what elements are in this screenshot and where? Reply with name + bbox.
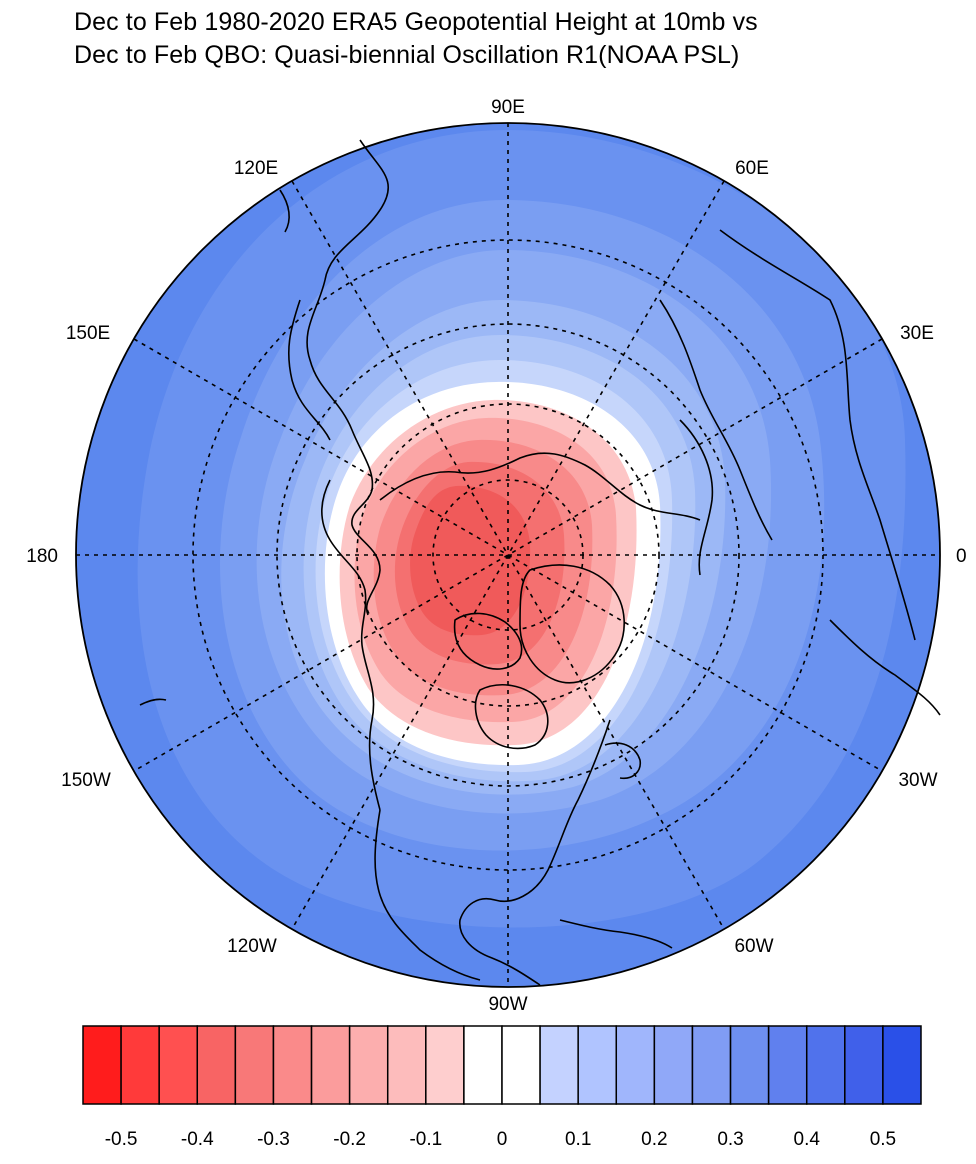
colorbar-cell [539,1025,579,1105]
colorbar-cell [234,1025,275,1105]
colorbar-tick-label: 0.1 [565,1129,591,1150]
coastline-asia-east [306,139,390,616]
colorbar-tick-label: 0.3 [717,1129,743,1150]
lon-label-150e: 150E [66,323,110,344]
colorbar-cell [653,1025,694,1105]
colorbar-tick-label: 0 [497,1129,508,1150]
title-line-1: Dec to Feb 1980-2020 ERA5 Geopotential H… [74,8,758,36]
anomaly-fill [137,130,906,928]
lon-label-30w: 30W [898,770,937,791]
lon-label-120w: 120W [227,936,277,957]
colorbar-tick-labels: -0.5 -0.4 -0.3 -0.2 -0.1 0 0.1 0.2 0.3 0.4 0.5 [105,1129,896,1150]
colorbar-cell [310,1025,351,1105]
lon-label-180: 180 [26,546,58,567]
colorbar-cell [120,1025,160,1105]
colorbar-cell [463,1025,503,1105]
latitude-circle-60n [276,323,740,787]
coastline-cuba [559,919,673,949]
coastline-na-west [374,809,481,981]
coastline-alaska [320,479,381,811]
colorbar-cell [805,1025,846,1105]
lon-label-90e: 90E [491,97,525,118]
colorbar-cell [82,1025,122,1105]
colorbar-cell [425,1025,465,1105]
colorbar-cell [767,1025,808,1105]
colorbar-cell [844,1025,884,1105]
lon-label-30e: 30E [900,323,934,344]
coastline-greenland [519,564,625,684]
coastline-norway [679,419,714,576]
coastline-canadian-archipelago [453,612,523,670]
colorbar-cells [82,1025,922,1105]
colorbar-tick-label: 0.2 [641,1129,667,1150]
coastline-hudson-bay [474,684,549,750]
colorbar: -0.5 -0.4 -0.3 -0.2 -0.1 0 0.1 0.2 0.3 0.4 0.5 [82,1025,922,1150]
colorbar-cell [196,1025,237,1105]
coastline-aleutians [139,698,167,706]
lon-label-0: 0 [956,546,967,567]
colorbar-cell [882,1025,922,1105]
contour-band-neg-0.5 [410,485,531,636]
colorbar-cell [272,1025,313,1105]
colorbar-cell [691,1025,732,1105]
coastline-kamchatka [287,299,331,441]
colorbar-cell [386,1025,427,1105]
colorbar-cell [615,1025,656,1105]
colorbar-tick-label: 0.5 [870,1129,896,1150]
coastline-europe [719,229,916,641]
colorbar-tick-label: -0.2 [333,1129,366,1150]
lon-label-60w: 60W [734,936,773,957]
coastline-scandinavia [659,299,773,541]
map-border [75,122,941,988]
title-line-2: Dec to Feb QBO: Quasi-biennial Oscillati… [74,41,740,69]
colorbar-cell [158,1025,199,1105]
colorbar-cell [348,1025,389,1105]
lon-label-120e: 120E [234,158,278,179]
colorbar-tick-label: -0.4 [181,1129,214,1150]
colorbar-cell [501,1025,541,1105]
coastline-japan [279,189,290,233]
lon-label-150w: 150W [61,770,111,791]
longitude-labels: 90E 60E 30E 0 30W 60W 90W 120W 150W 180 … [26,97,966,1015]
lon-label-90w: 90W [488,994,527,1015]
polar-map [75,122,941,988]
lon-label-60e: 60E [735,158,769,179]
colorbar-cell [577,1025,618,1105]
coastlines [139,139,941,986]
colorbar-tick-label: -0.5 [105,1129,138,1150]
chart-title: Dec to Feb 1980-2020 ERA5 Geopotential H… [74,6,758,72]
coastline-north-africa [829,619,941,716]
coastline-newfoundland [604,742,642,780]
coastline-na-east [459,719,611,986]
coastline-siberia-north [379,452,701,521]
colorbar-tick-label: 0.4 [794,1129,821,1150]
colorbar-tick-label: -0.1 [409,1129,442,1150]
colorbar-cell [729,1025,770,1105]
colorbar-tick-label: -0.3 [257,1129,290,1150]
meridians [76,123,940,987]
